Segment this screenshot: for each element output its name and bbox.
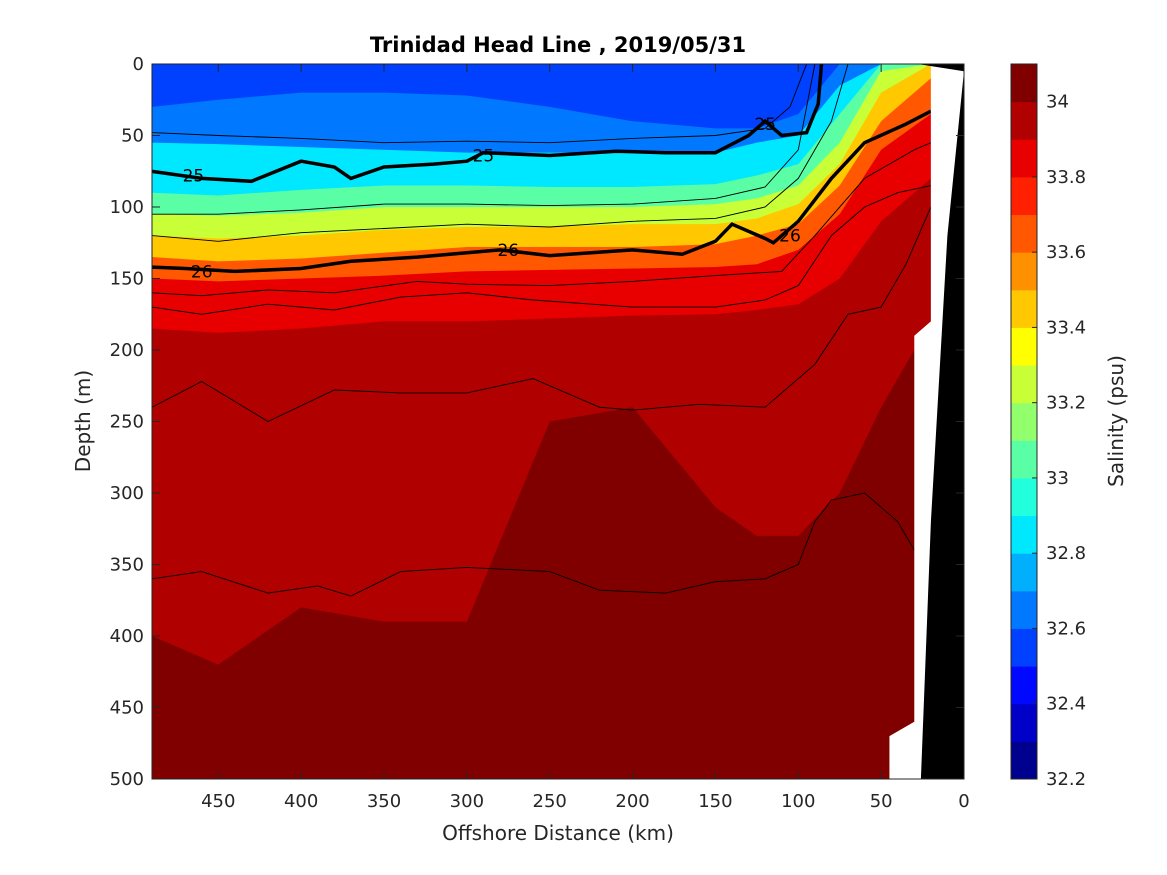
- y-tick-label: 250: [110, 412, 144, 433]
- colorbar-segment: [1011, 515, 1037, 554]
- x-tick-label: 100: [781, 791, 815, 812]
- colorbar-segment: [1011, 214, 1037, 253]
- plot-area: 25 25 25 26 26 26: [152, 64, 964, 779]
- x-tick-label: 300: [450, 791, 484, 812]
- x-tick-label: 250: [533, 791, 567, 812]
- y-tick-label: 200: [110, 340, 144, 361]
- colorbar-segment: [1011, 628, 1037, 667]
- colorbar-segment: [1011, 252, 1037, 291]
- colorbar-segment: [1011, 703, 1037, 742]
- y-tick-label: 400: [110, 626, 144, 647]
- x-tick-label: 150: [698, 791, 732, 812]
- y-tick-label: 500: [110, 769, 144, 790]
- y-axis: 0 50 100 150 200 250 300 350 400 450 500: [110, 54, 964, 790]
- y-tick-label: 350: [110, 555, 144, 576]
- y-tick-label: 450: [110, 698, 144, 719]
- contour-label-26: 26: [779, 227, 801, 247]
- colorbar-segment: [1011, 741, 1037, 780]
- density-contour-25: [152, 64, 824, 184]
- y-tick-label: 100: [110, 197, 144, 218]
- chart-title: Trinidad Head Line , 2019/05/31: [370, 33, 746, 57]
- seafloor-land: [917, 64, 964, 779]
- colorbar-tick-label: 33: [1046, 468, 1069, 489]
- colorbar-segment: [1011, 289, 1037, 328]
- colorbar-segment: [1011, 139, 1037, 178]
- colorbar-tick-label: 32.2: [1046, 769, 1086, 790]
- colorbar: 32.2 32.4 32.6 32.8 33 33.2 33.4 33.6 33.8 34: [1010, 63, 1086, 790]
- contour-label-26: 26: [497, 241, 519, 261]
- colorbar-tick-label: 33.6: [1046, 242, 1086, 263]
- colorbar-segment: [1011, 666, 1037, 705]
- colorbar-segment: [1011, 440, 1037, 479]
- colorbar-segment: [1011, 101, 1037, 140]
- y-tick-label: 0: [133, 54, 144, 75]
- density-contour: [152, 64, 816, 215]
- colorbar-tick-label: 32.8: [1046, 543, 1086, 564]
- colorbar-frame: [1010, 63, 1038, 780]
- colorbar-segment: [1011, 64, 1037, 103]
- x-tick-label: 50: [870, 791, 893, 812]
- colorbar-tick-label: 33.2: [1046, 393, 1086, 414]
- colorbar-tick-label: 32.4: [1046, 694, 1086, 715]
- density-contour: [152, 185, 931, 315]
- contour-label-26: 26: [191, 262, 213, 282]
- y-tick-label: 50: [121, 126, 144, 147]
- colorbar-segment: [1011, 590, 1037, 629]
- x-tick-label: 400: [284, 791, 318, 812]
- y-axis-label: Depth (m): [71, 370, 95, 472]
- y-tick-label: 150: [110, 269, 144, 290]
- colorbar-segment: [1011, 402, 1037, 441]
- x-tick-label: 0: [958, 791, 969, 812]
- density-contour: [152, 492, 915, 597]
- contour-label-25: 25: [754, 115, 776, 135]
- density-contour: [152, 142, 932, 297]
- contour-label-25: 25: [473, 147, 495, 167]
- y-tick-label: 300: [110, 483, 144, 504]
- salinity-band: [152, 321, 964, 779]
- x-tick-label: 450: [201, 791, 235, 812]
- colorbar-segment: [1011, 477, 1037, 517]
- colorbar-segment: [1011, 365, 1037, 404]
- x-axis-label: Offshore Distance (km): [442, 821, 674, 845]
- contour-label-25: 25: [183, 167, 205, 187]
- colorbar-tick-label: 33.4: [1046, 317, 1086, 338]
- density-contour-26: [152, 109, 932, 274]
- density-contour: [152, 64, 849, 242]
- colorbar-label: Salinity (psu): [1104, 355, 1128, 487]
- density-contour: [152, 206, 932, 423]
- colorbar-segment: [1011, 553, 1037, 592]
- x-axis: 450 400 350 300 250 200 150 100 50 0: [201, 64, 970, 812]
- colorbar-segment: [1011, 176, 1037, 216]
- density-contour: [152, 64, 808, 144]
- x-tick-label: 350: [367, 791, 401, 812]
- x-tick-label: 200: [615, 791, 649, 812]
- colorbar-tick-label: 32.6: [1046, 618, 1086, 639]
- colorbar-segment: [1011, 327, 1037, 366]
- colorbar-tick-label: 33.8: [1046, 167, 1086, 188]
- colorbar-tick-label: 34: [1046, 92, 1069, 113]
